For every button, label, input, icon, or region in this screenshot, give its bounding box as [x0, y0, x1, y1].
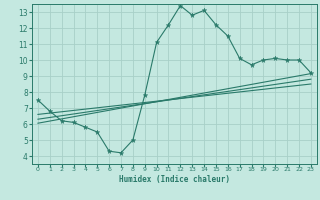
X-axis label: Humidex (Indice chaleur): Humidex (Indice chaleur)	[119, 175, 230, 184]
